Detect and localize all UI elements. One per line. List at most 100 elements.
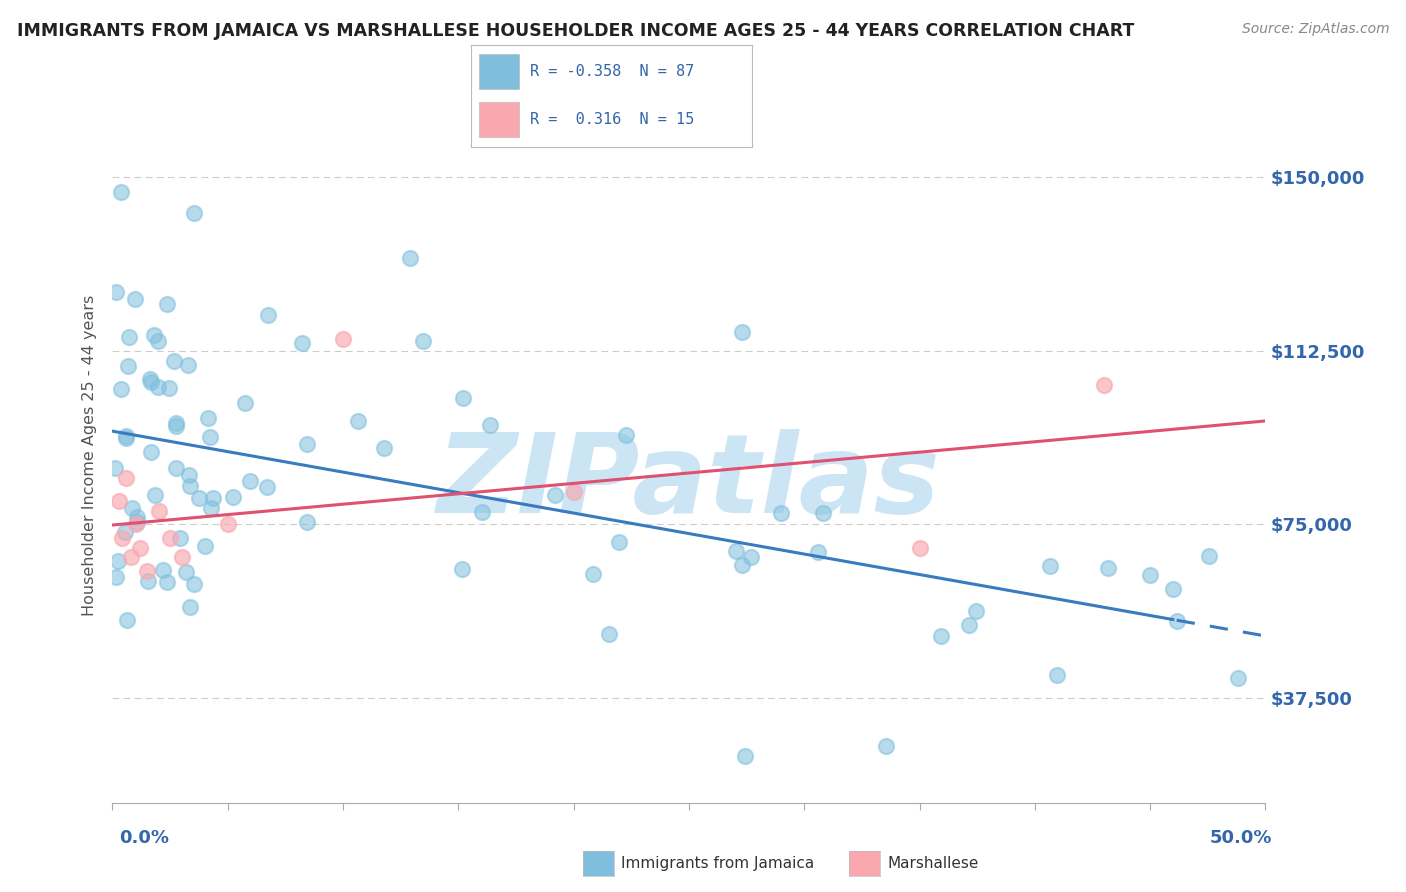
Point: [811, 506, 834, 520]
Point: [165, 416, 187, 430]
Point: [183, 576, 205, 591]
Point: [544, 488, 567, 502]
Point: [115, 613, 138, 627]
Point: [125, 515, 148, 529]
Point: [332, 332, 354, 346]
Point: [179, 479, 201, 493]
Point: [1097, 561, 1119, 575]
Point: [159, 532, 181, 546]
Point: [136, 574, 159, 588]
Point: [233, 395, 256, 409]
Point: [222, 491, 245, 505]
Point: [734, 749, 756, 764]
Text: Immigrants from Jamaica: Immigrants from Jamaica: [621, 856, 814, 871]
Point: [177, 468, 200, 483]
Point: [165, 460, 187, 475]
Point: [143, 488, 166, 502]
Point: [148, 503, 170, 517]
Point: [197, 411, 219, 425]
Point: [110, 383, 132, 397]
Point: [770, 506, 793, 520]
Bar: [479, 54, 519, 88]
Text: Source: ZipAtlas.com: Source: ZipAtlas.com: [1241, 22, 1389, 37]
Point: [136, 564, 159, 578]
Point: [731, 326, 754, 340]
Point: [110, 185, 132, 199]
Text: IMMIGRANTS FROM JAMAICA VS MARSHALLESE HOUSEHOLDER INCOME AGES 25 - 44 YEARS COR: IMMIGRANTS FROM JAMAICA VS MARSHALLESE H…: [17, 22, 1135, 40]
Point: [165, 419, 187, 434]
Point: [114, 525, 136, 540]
Point: [141, 444, 163, 458]
Point: [118, 330, 141, 344]
Point: [217, 517, 239, 532]
Point: [1039, 558, 1062, 573]
Point: [957, 618, 980, 632]
Point: [115, 471, 138, 485]
Point: [124, 517, 146, 532]
Point: [1161, 582, 1184, 596]
Point: [111, 532, 134, 546]
Point: [114, 432, 136, 446]
Point: [107, 554, 129, 568]
Point: [1226, 671, 1249, 685]
Point: [1092, 378, 1115, 392]
Point: [188, 491, 211, 505]
Point: [194, 539, 217, 553]
Point: [148, 334, 170, 349]
Point: [297, 515, 319, 529]
Point: [142, 327, 165, 342]
Point: [398, 251, 420, 265]
Point: [183, 206, 205, 220]
Point: [156, 297, 179, 311]
Point: [127, 510, 149, 524]
Point: [806, 545, 828, 559]
Point: [108, 494, 131, 508]
Point: [179, 599, 201, 614]
Point: [124, 293, 146, 307]
Point: [152, 563, 174, 577]
Text: 50.0%: 50.0%: [1211, 829, 1272, 847]
Point: [412, 334, 434, 349]
Point: [129, 541, 152, 555]
Point: [120, 549, 142, 564]
Point: [730, 558, 752, 572]
Point: [1046, 668, 1069, 682]
Point: [581, 567, 603, 582]
Point: [965, 604, 987, 618]
Point: [146, 380, 169, 394]
Point: [562, 485, 585, 500]
Point: [115, 429, 138, 443]
Point: [169, 531, 191, 545]
Point: [256, 309, 278, 323]
Point: [157, 381, 180, 395]
Point: [121, 501, 143, 516]
Point: [291, 335, 314, 350]
Point: [347, 414, 370, 428]
Point: [1166, 614, 1188, 628]
Point: [451, 562, 474, 576]
Point: [200, 430, 222, 444]
Point: [607, 535, 630, 549]
Point: [105, 570, 128, 584]
Point: [174, 566, 197, 580]
Point: [875, 739, 897, 753]
Text: R = -0.358  N = 87: R = -0.358 N = 87: [530, 63, 695, 78]
Point: [908, 541, 931, 555]
Point: [614, 428, 637, 442]
Point: [598, 626, 620, 640]
Text: 0.0%: 0.0%: [120, 829, 170, 847]
Point: [373, 442, 395, 456]
Point: [117, 359, 139, 374]
Point: [451, 391, 474, 405]
Y-axis label: Householder Income Ages 25 - 44 years: Householder Income Ages 25 - 44 years: [82, 294, 97, 615]
Point: [239, 474, 262, 488]
Point: [170, 549, 193, 564]
Point: [200, 500, 222, 515]
Point: [1198, 549, 1220, 563]
Point: [724, 544, 747, 558]
Point: [478, 417, 501, 432]
Text: Marshallese: Marshallese: [887, 856, 979, 871]
Point: [104, 460, 127, 475]
Point: [256, 479, 278, 493]
Text: ZIPatlas: ZIPatlas: [437, 429, 941, 536]
